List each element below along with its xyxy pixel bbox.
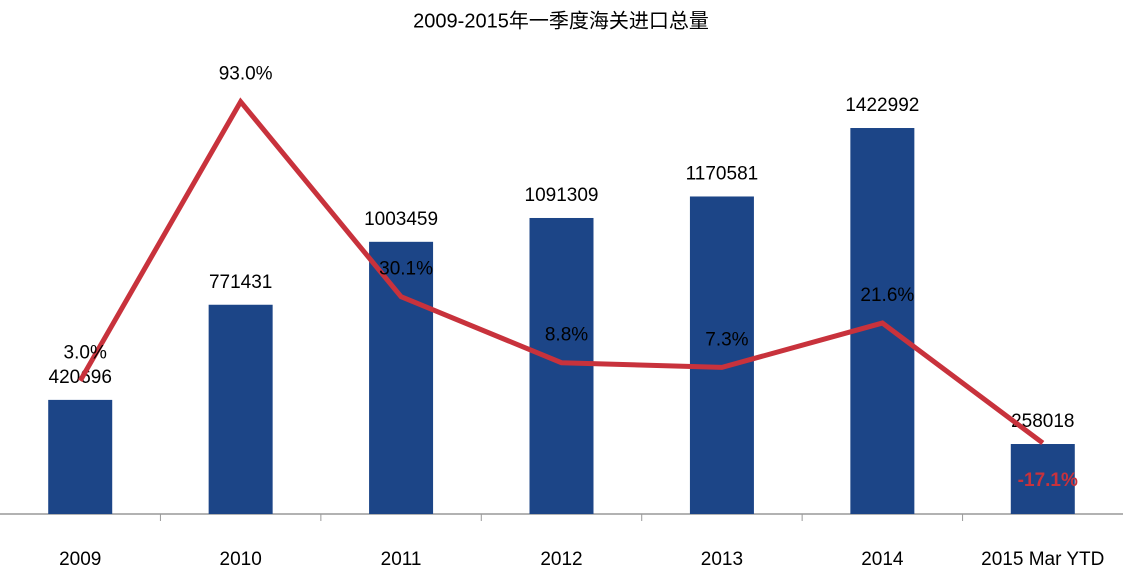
line-value-label: 93.0% [219, 64, 273, 85]
bar-value-label: 771431 [209, 272, 272, 293]
bar-value-label: 258018 [1011, 411, 1074, 432]
bar [529, 217, 594, 515]
bar [48, 399, 113, 514]
x-tick-label: 2014 [861, 549, 904, 570]
x-tick-label: 2009 [59, 549, 101, 570]
bar [369, 241, 434, 514]
chart-title: 2009-2015年一季度海关进口总量 [413, 9, 709, 32]
line [78, 97, 1045, 446]
line-value-label: 7.3% [705, 329, 748, 350]
line-value-label: 3.0% [64, 343, 107, 364]
x-tick-label: 2010 [220, 549, 262, 570]
line-value-label: -17.1% [1018, 470, 1078, 491]
bar [689, 196, 754, 514]
bar-value-label: 1003459 [364, 209, 438, 230]
x-tick-label: 2013 [701, 549, 743, 570]
bar-value-label: 1170581 [686, 163, 759, 184]
bar [208, 304, 273, 514]
line-value-label: 8.8% [545, 325, 588, 346]
x-tick-label: 2011 [381, 549, 422, 570]
bar-value-label: 1422992 [845, 95, 919, 116]
line-value-label: 30.1% [379, 259, 433, 280]
bar [1010, 444, 1075, 514]
x-tick-label: 2015 Mar YTD [981, 549, 1104, 570]
line-value-label: 21.6% [860, 285, 914, 306]
x-tick-label: 2012 [540, 549, 582, 570]
bar-value-label: 1091309 [525, 185, 599, 206]
